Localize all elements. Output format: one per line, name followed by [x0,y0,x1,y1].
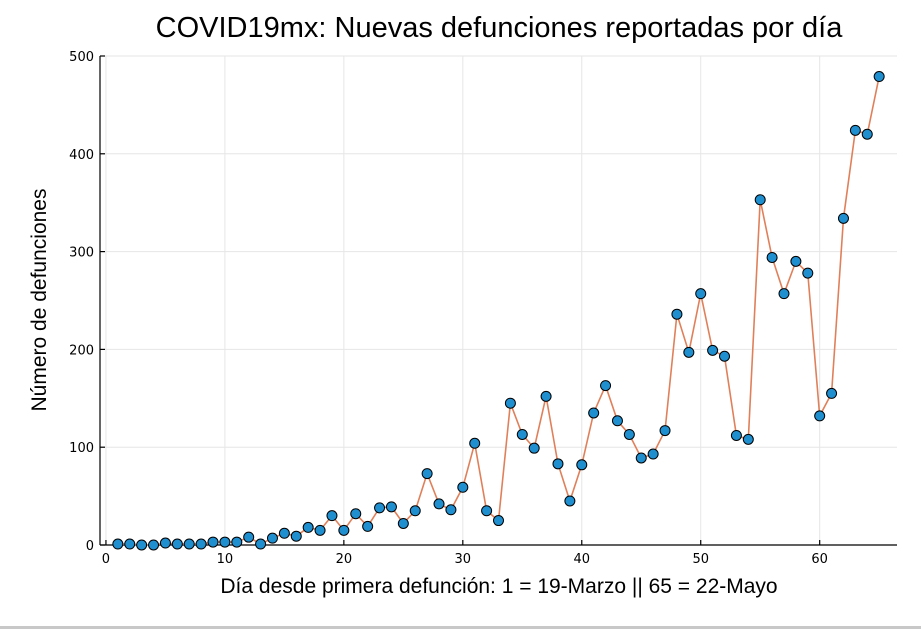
data-point [671,308,683,320]
y-tick-label: 0 [86,539,94,554]
data-point [350,508,362,520]
data-point [243,531,255,543]
y-tick-label: 400 [69,148,94,163]
y-tick-label: 100 [69,441,94,456]
data-point [148,539,160,551]
data-point [445,504,457,516]
data-point [183,538,195,550]
data-point [112,538,124,550]
data-point [255,538,267,550]
axes [99,56,897,546]
data-point [231,536,243,548]
data-point [493,515,504,527]
data-point [207,536,219,548]
data-point [397,517,409,529]
data-point [540,390,552,402]
bottom-rule [0,626,921,629]
data-point [778,288,790,300]
data-point [278,527,290,539]
x-axis-title: Día desde primera defunción: 1 = 19-Marz… [220,575,777,598]
data-point [469,437,481,449]
data-point [302,521,314,533]
data-point [873,71,885,83]
data-point [695,288,707,300]
data-point [433,498,445,510]
data-point [802,267,814,279]
data-point [683,346,695,358]
data-point [826,387,838,399]
data-point [374,502,386,514]
data-point [766,251,778,263]
x-tick-label: 0 [102,552,110,567]
data-point [409,505,421,517]
data-point [814,410,826,422]
data-point [754,194,766,206]
x-tick-label: 20 [336,552,353,567]
series-line [117,76,880,546]
data-point [219,536,231,548]
data-point [266,532,278,544]
data-point [790,255,802,267]
x-tick-label: 60 [811,552,828,567]
data-point [457,481,469,493]
data-point [611,415,623,427]
data-point [136,539,148,551]
data-point [124,538,136,550]
data-point [421,468,433,480]
chart-title: COVID19mx: Nuevas defunciones reportadas… [156,12,844,44]
x-tick-label: 40 [573,552,590,567]
y-tick-label: 200 [69,343,94,358]
data-point [635,452,647,464]
data-point [195,538,207,550]
data-point [600,380,612,392]
data-point [564,495,576,507]
data-point [588,407,600,419]
data-point [338,524,350,536]
data-point [576,459,588,471]
x-tick-label: 50 [692,552,709,567]
data-point [314,524,326,536]
data-point [528,442,540,454]
data-point [730,429,742,441]
data-point [385,501,397,513]
data-point [504,397,516,409]
data-point [623,428,635,440]
data-point [159,537,171,549]
grid [100,55,897,546]
y-axis-title: Número de defunciones [28,189,51,412]
data-point [171,538,183,550]
y-tick-label: 300 [69,246,94,261]
data-point [552,458,564,470]
x-tick-label: 30 [455,552,472,567]
data-point [647,448,659,460]
data-point [362,520,374,532]
data-point [849,124,861,136]
data-point [290,530,302,542]
x-tick-labels: 0 10 20 30 40 50 60 [102,540,828,567]
data-point [861,128,873,140]
data-point [742,433,754,445]
y-tick-labels: 0 100 200 300 400 500 [69,50,105,554]
x-tick-label: 10 [217,552,234,567]
data-point [516,428,528,440]
series [112,71,885,551]
y-tick-label: 500 [69,50,94,65]
data-point [481,505,493,517]
data-point [707,344,719,356]
data-point [659,425,671,437]
data-point [326,510,338,522]
data-point [719,350,731,362]
data-point [837,212,849,224]
